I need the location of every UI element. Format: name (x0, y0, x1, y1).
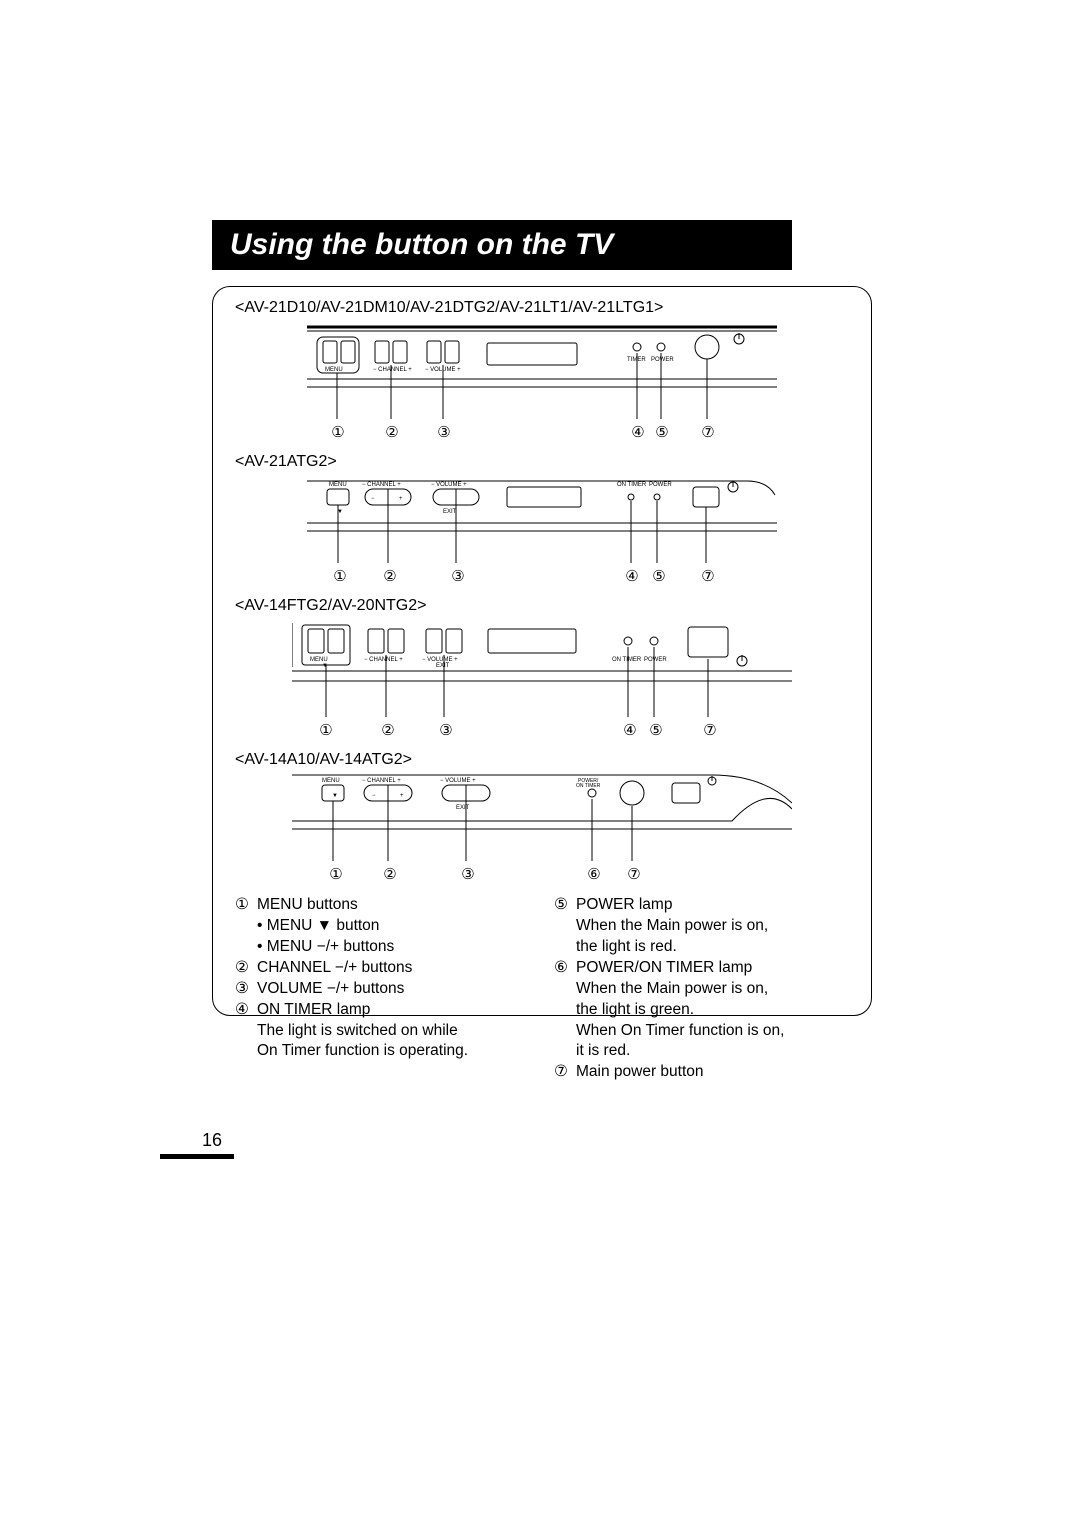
callout-4: ④ (627, 423, 649, 445)
tv-panel-diagram-4: MENU − CHANNEL + − VOLUME + EXIT POWER/ … (292, 773, 792, 863)
svg-text:▼: ▼ (322, 663, 328, 669)
svg-text:POWER: POWER (649, 482, 672, 488)
callout-7: ⑦ (697, 423, 719, 445)
svg-text:EXIT: EXIT (456, 805, 470, 811)
tv-panel-diagram-1: MENU − CHANNEL + − VOLUME + TIMER POWER (307, 321, 777, 421)
callout-7: ⑦ (697, 567, 719, 589)
legend-text-5: POWER lamp (576, 895, 672, 916)
callout-2: ② (379, 567, 401, 589)
legend-left: ①MENU buttons • MENU ▼ button • MENU −/+… (235, 895, 530, 1083)
legend-text-6d: it is red. (554, 1041, 849, 1062)
legend-text-3: VOLUME −/+ buttons (257, 979, 404, 1000)
svg-text:− VOLUME +: − VOLUME + (425, 367, 461, 373)
callout-4: ④ (621, 567, 643, 589)
legend-num-5: ⑤ (554, 895, 576, 916)
legend-text-1: MENU buttons (257, 895, 358, 916)
svg-text:ON TIMER: ON TIMER (576, 783, 601, 789)
legend-text-6: POWER/ON TIMER lamp (576, 958, 752, 979)
legend-text-4: ON TIMER lamp (257, 1000, 370, 1021)
svg-text:TIMER: TIMER (627, 357, 646, 363)
legend-right: ⑤POWER lamp When the Main power is on, t… (554, 895, 849, 1083)
svg-text:EXIT: EXIT (436, 663, 450, 669)
tv-panel-diagram-2: MENU − CHANNEL + − VOLUME + EXIT ON TIME… (307, 475, 777, 565)
legend-text-6c: When On Timer function is on, (554, 1021, 849, 1042)
legend: ①MENU buttons • MENU ▼ button • MENU −/+… (235, 895, 849, 1083)
legend-text-4b: On Timer function is operating. (235, 1041, 530, 1062)
section-title: Using the button on the TV (212, 220, 792, 270)
legend-text-2: CHANNEL −/+ buttons (257, 958, 412, 979)
callout-2: ② (381, 423, 403, 445)
callout-row-3: ① ② ③ ④ ⑤ ⑦ (235, 721, 849, 745)
callout-5: ⑤ (645, 721, 667, 743)
callout-row-1: ① ② ③ ④ ⑤ ⑦ (235, 423, 849, 447)
svg-text:ON TIMER: ON TIMER (617, 482, 647, 488)
legend-num-3: ③ (235, 979, 257, 1000)
legend-text-1a: • MENU ▼ button (235, 916, 530, 937)
svg-text:− VOLUME +: − VOLUME + (431, 482, 467, 488)
page-number: 16 (202, 1130, 222, 1151)
svg-text:− CHANNEL +: − CHANNEL + (362, 778, 401, 784)
manual-page: Using the button on the TV <AV-21D10/AV-… (0, 0, 1080, 1528)
svg-text:▼: ▼ (337, 509, 343, 515)
callout-3: ③ (457, 865, 479, 887)
tv-panel-diagram-3: MENU ▼ − CHANNEL + − VOLUME + EXIT ON TI… (292, 619, 792, 719)
callout-7: ⑦ (699, 721, 721, 743)
legend-text-6b: the light is green. (554, 1000, 849, 1021)
callout-6: ⑥ (583, 865, 605, 887)
svg-text:POWER: POWER (644, 657, 667, 663)
svg-text:− CHANNEL +: − CHANNEL + (362, 482, 401, 488)
svg-text:− VOLUME +: − VOLUME + (440, 778, 476, 784)
svg-text:MENU: MENU (325, 367, 343, 373)
legend-text-5a: When the Main power is on, (554, 916, 849, 937)
legend-num-1: ① (235, 895, 257, 916)
callout-3: ③ (447, 567, 469, 589)
callout-1: ① (329, 567, 351, 589)
legend-num-6: ⑥ (554, 958, 576, 979)
svg-text:− CHANNEL +: − CHANNEL + (364, 657, 403, 663)
legend-text-1b: • MENU −/+ buttons (235, 937, 530, 958)
model-label-2: <AV-21ATG2> (235, 453, 849, 471)
content-frame: <AV-21D10/AV-21DM10/AV-21DTG2/AV-21LT1/A… (212, 286, 872, 1016)
model-label-4: <AV-14A10/AV-14ATG2> (235, 751, 849, 769)
svg-text:− CHANNEL +: − CHANNEL + (373, 367, 412, 373)
callout-5: ⑤ (648, 567, 670, 589)
svg-text:−: − (371, 496, 375, 502)
legend-text-6a: When the Main power is on, (554, 979, 849, 1000)
legend-text-5b: the light is red. (554, 937, 849, 958)
svg-text:+: + (399, 496, 403, 502)
callout-5: ⑤ (651, 423, 673, 445)
callout-2: ② (377, 721, 399, 743)
callout-3: ③ (435, 721, 457, 743)
callout-2: ② (379, 865, 401, 887)
callout-row-2: ① ② ③ ④ ⑤ ⑦ (235, 567, 849, 591)
svg-text:MENU: MENU (322, 778, 340, 784)
legend-num-4: ④ (235, 1000, 257, 1021)
legend-num-7: ⑦ (554, 1062, 576, 1083)
svg-text:+: + (400, 793, 404, 799)
page-number-underline (160, 1154, 234, 1159)
svg-text:POWER: POWER (651, 357, 674, 363)
callout-1: ① (325, 865, 347, 887)
callout-1: ① (327, 423, 349, 445)
svg-text:MENU: MENU (329, 482, 347, 488)
svg-text:▼: ▼ (332, 793, 338, 799)
legend-text-4a: The light is switched on while (235, 1021, 530, 1042)
callout-7: ⑦ (623, 865, 645, 887)
legend-text-7: Main power button (576, 1062, 704, 1083)
model-label-1: <AV-21D10/AV-21DM10/AV-21DTG2/AV-21LT1/A… (235, 299, 849, 317)
svg-text:EXIT: EXIT (443, 509, 457, 515)
callout-row-4: ① ② ③ ⑥ ⑦ (235, 865, 849, 889)
svg-text:ON TIMER: ON TIMER (612, 657, 642, 663)
svg-text:−: − (372, 793, 376, 799)
model-label-3: <AV-14FTG2/AV-20NTG2> (235, 597, 849, 615)
legend-num-2: ② (235, 958, 257, 979)
callout-1: ① (315, 721, 337, 743)
callout-4: ④ (619, 721, 641, 743)
callout-3: ③ (433, 423, 455, 445)
